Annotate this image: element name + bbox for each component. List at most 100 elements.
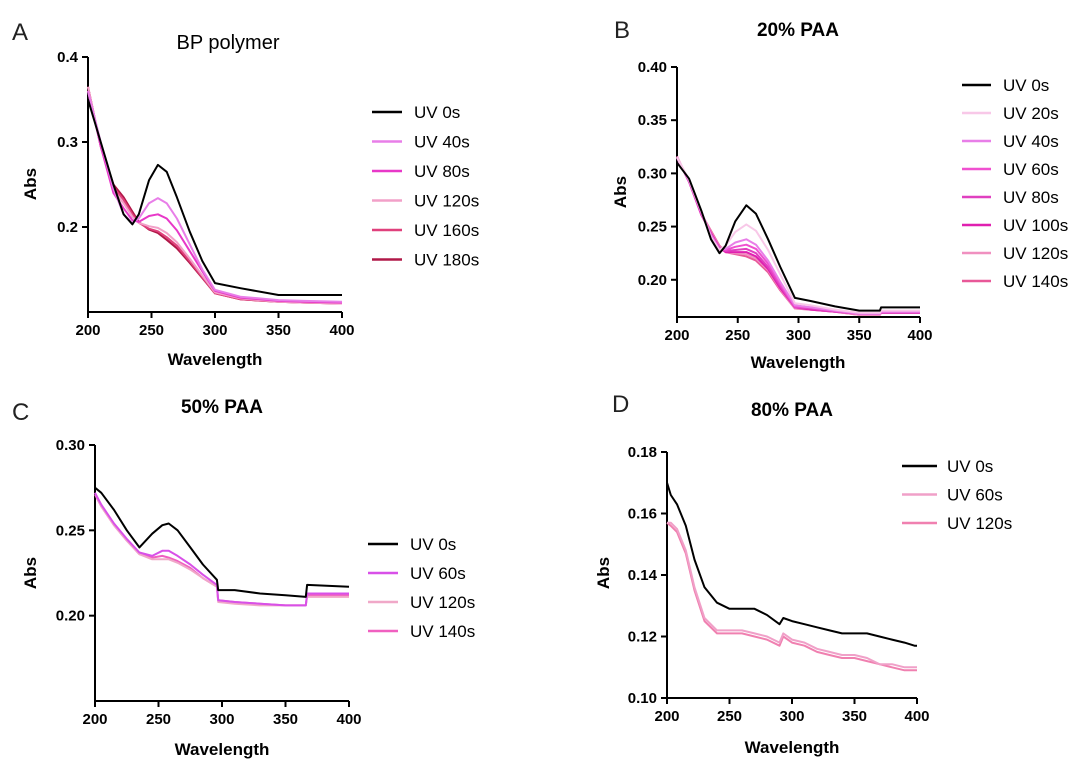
legend-label: UV 60s bbox=[1003, 160, 1059, 179]
legend-label: UV 80s bbox=[414, 162, 470, 181]
y-tick-label: 0.12 bbox=[628, 629, 657, 646]
y-tick-label: 0.2 bbox=[57, 219, 78, 236]
x-tick-label: 200 bbox=[75, 322, 100, 339]
legend-label: UV 80s bbox=[1003, 188, 1059, 207]
panel-d: D 80% PAA 200 250 300 350 400 0.10 0.12 0.14 0.16 0… bbox=[594, 391, 1012, 757]
chart-title: BP polymer bbox=[176, 32, 279, 54]
panel-letter: A bbox=[12, 19, 28, 46]
x-tick-label: 400 bbox=[904, 708, 929, 725]
series-lines bbox=[94, 486, 350, 607]
legend-label: UV 20s bbox=[1003, 104, 1059, 123]
y-tick-label: 0.30 bbox=[56, 437, 85, 454]
x-tick-label: 400 bbox=[336, 711, 361, 728]
x-tick-label: 250 bbox=[725, 327, 750, 344]
legend: UV 0s UV 40s UV 80s UV 120s UV 160s UV 180s bbox=[372, 103, 479, 270]
legend-label: UV 0s bbox=[410, 535, 456, 554]
x-axis-label: Wavelength bbox=[168, 350, 263, 369]
x-tick-label: 250 bbox=[139, 322, 164, 339]
series-line-uv-120s bbox=[94, 492, 349, 607]
series-line-uv-160s bbox=[87, 86, 343, 305]
series-line-uv-60s bbox=[667, 521, 917, 669]
x-tick-label: 300 bbox=[779, 708, 804, 725]
legend: UV 0s UV 60s UV 120s bbox=[902, 457, 1012, 533]
y-tick-label: 0.25 bbox=[56, 522, 85, 539]
legend-label: UV 100s bbox=[1003, 216, 1068, 235]
x-tick-label: 350 bbox=[847, 327, 872, 344]
legend-label: UV 0s bbox=[414, 103, 460, 122]
series-line-uv-120s bbox=[666, 521, 917, 672]
y-tick-label: 0.40 bbox=[638, 59, 667, 76]
series-line-uv-60s bbox=[94, 492, 349, 607]
panel-c: C 50% PAA 200 250 300 350 400 0.20 0.25 0.30 Wavel… bbox=[12, 397, 475, 759]
y-tick-label: 0.16 bbox=[628, 506, 657, 523]
series-line-uv-80s bbox=[87, 90, 343, 304]
legend-label: UV 140s bbox=[410, 622, 475, 641]
x-tick-label: 350 bbox=[273, 711, 298, 728]
x-tick-label: 300 bbox=[786, 327, 811, 344]
x-tick-label: 350 bbox=[266, 322, 291, 339]
legend-label: UV 40s bbox=[1003, 132, 1059, 151]
series-line-uv-100s bbox=[676, 156, 920, 315]
series-line-uv-140s bbox=[94, 494, 349, 607]
y-tick-label: 0.20 bbox=[638, 272, 667, 289]
x-axis-label: Wavelength bbox=[751, 353, 846, 372]
legend-label: UV 40s bbox=[414, 133, 470, 152]
y-axis-label: Abs bbox=[21, 168, 40, 200]
panel-a: A BP polymer 200 250 300 350 400 0.2 0.3 0.4 Wavel… bbox=[12, 19, 479, 369]
legend-label: UV 60s bbox=[410, 564, 466, 583]
series-line-uv-0s bbox=[94, 486, 350, 598]
y-axis-label: Abs bbox=[594, 557, 613, 589]
x-tick-label: 300 bbox=[202, 322, 227, 339]
legend-label: UV 120s bbox=[414, 192, 479, 211]
y-tick-label: 0.35 bbox=[638, 112, 667, 129]
x-axis-label: Wavelength bbox=[175, 740, 270, 759]
x-tick-label: 200 bbox=[664, 327, 689, 344]
chart-title: 20% PAA bbox=[757, 20, 839, 41]
legend-label: UV 140s bbox=[1003, 272, 1068, 291]
legend-label: UV 120s bbox=[1003, 244, 1068, 263]
panel-b: B 20% PAA 200 250 300 350 400 0.20 0.25 0.30 0.35 0… bbox=[611, 17, 1068, 372]
panel-letter: B bbox=[614, 17, 630, 44]
legend-label: UV 160s bbox=[414, 221, 479, 240]
x-tick-label: 350 bbox=[842, 708, 867, 725]
legend-label: UV 180s bbox=[414, 251, 479, 270]
y-tick-label: 0.25 bbox=[638, 219, 667, 236]
series-line-uv-0s bbox=[87, 99, 342, 296]
x-tick-label: 200 bbox=[654, 708, 679, 725]
y-axis-label: Abs bbox=[611, 176, 630, 208]
y-axis-label: Abs bbox=[21, 557, 40, 589]
series-lines bbox=[666, 482, 917, 672]
x-tick-label: 250 bbox=[146, 711, 171, 728]
legend-label: UV 60s bbox=[947, 486, 1003, 505]
chart-title: 50% PAA bbox=[181, 397, 263, 418]
chart-title: 80% PAA bbox=[751, 400, 833, 421]
series-line-uv-180s bbox=[87, 86, 343, 305]
x-tick-label: 400 bbox=[907, 327, 932, 344]
y-tick-label: 0.10 bbox=[628, 690, 657, 707]
panel-letter: D bbox=[612, 391, 629, 418]
series-lines bbox=[676, 155, 920, 316]
series-lines bbox=[87, 86, 343, 305]
legend-label: UV 120s bbox=[410, 593, 475, 612]
y-tick-label: 0.30 bbox=[638, 165, 667, 182]
panel-letter: C bbox=[12, 399, 29, 426]
legend: UV 0s UV 60s UV 120s UV 140s bbox=[368, 535, 475, 641]
series-line-uv-40s bbox=[87, 90, 343, 303]
series-line-uv-120s bbox=[87, 86, 343, 305]
y-tick-label: 0.3 bbox=[57, 134, 78, 151]
legend: UV 0s UV 20s UV 40s UV 60s UV 80s UV 100s UV 1… bbox=[962, 76, 1068, 291]
x-tick-label: 250 bbox=[717, 708, 742, 725]
y-tick-label: 0.4 bbox=[57, 49, 79, 66]
x-tick-label: 200 bbox=[82, 711, 107, 728]
x-axis-label: Wavelength bbox=[745, 738, 840, 757]
y-tick-label: 0.20 bbox=[56, 608, 85, 625]
series-line-uv-0s bbox=[676, 162, 920, 312]
x-tick-label: 300 bbox=[209, 711, 234, 728]
legend-label: UV 0s bbox=[1003, 76, 1049, 95]
x-tick-label: 400 bbox=[329, 322, 354, 339]
legend-label: UV 0s bbox=[947, 457, 993, 476]
series-line-uv-0s bbox=[666, 482, 917, 647]
y-tick-label: 0.18 bbox=[628, 444, 657, 461]
y-tick-label: 0.14 bbox=[628, 567, 658, 584]
